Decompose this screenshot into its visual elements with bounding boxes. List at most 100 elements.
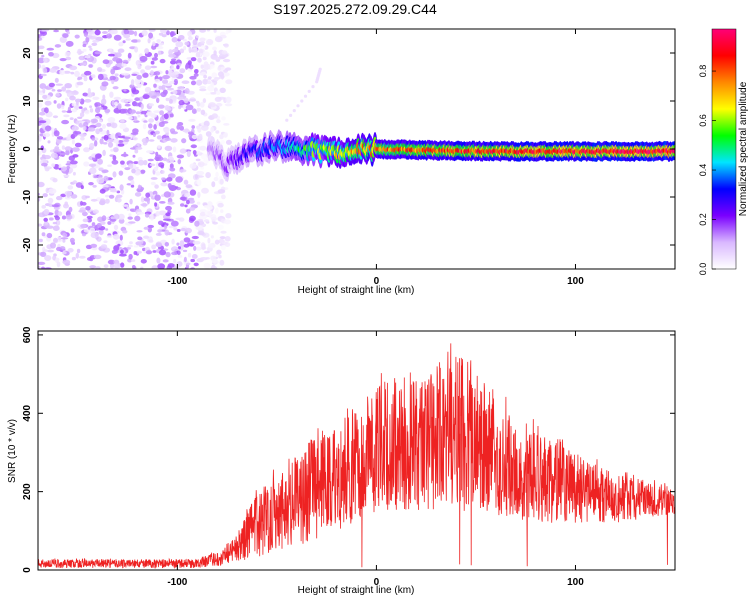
heatmap-noise-blob bbox=[73, 90, 77, 93]
heatmap-noise-blob bbox=[133, 115, 138, 122]
heatmap-noise-blob bbox=[176, 229, 181, 232]
heatmap-noise-blob bbox=[138, 244, 145, 248]
heatmap-noise-blob bbox=[102, 94, 106, 100]
heatmap-noise-blob bbox=[80, 185, 84, 190]
heatmap-noise-blob bbox=[221, 241, 228, 245]
heatmap-noise-blob bbox=[90, 243, 98, 248]
heatmap-noise-blob bbox=[135, 59, 141, 67]
heatmap-noise-blob bbox=[225, 79, 233, 85]
heatmap-noise-blob bbox=[166, 177, 173, 182]
heatmap-noise-blob bbox=[121, 63, 127, 67]
heatmap-noise-blob bbox=[61, 166, 68, 172]
heatmap-noise-blob bbox=[72, 154, 79, 158]
heatmap-noise-blob bbox=[165, 251, 171, 258]
heatmap-noise-blob bbox=[128, 221, 136, 224]
heatmap-noise-blob bbox=[189, 163, 197, 169]
heatmap-noise-blob bbox=[123, 151, 127, 158]
heatmap-noise-blob bbox=[169, 80, 175, 84]
heatmap-noise-blob bbox=[161, 84, 166, 91]
heatmap-noise-blob bbox=[177, 96, 185, 100]
heatmap-noise-blob bbox=[169, 167, 176, 172]
heatmap-noise-blob bbox=[165, 212, 171, 217]
y-tick-label: -20 bbox=[22, 237, 33, 252]
y-tick-label: 0 bbox=[22, 146, 33, 152]
heatmap-noise-blob bbox=[156, 257, 161, 264]
heatmap-noise-blob bbox=[112, 171, 117, 178]
heatmap-noise-blob bbox=[134, 215, 141, 222]
heatmap-noise-blob bbox=[198, 133, 203, 140]
heatmap-noise-blob bbox=[70, 162, 78, 169]
heatmap-noise-blob bbox=[171, 48, 179, 53]
heatmap-noise-blob bbox=[61, 104, 65, 110]
heatmap-noise-blob bbox=[72, 130, 78, 137]
heatmap-noise-blob bbox=[195, 246, 202, 251]
heatmap-noise-blob bbox=[69, 160, 78, 165]
heatmap-noise-blob bbox=[82, 48, 87, 52]
heatmap-noise-blob bbox=[225, 213, 232, 219]
heatmap-noise-blob bbox=[148, 123, 153, 129]
heatmap-noise-blob bbox=[92, 96, 100, 101]
heatmap-noise-blob bbox=[199, 145, 207, 151]
heatmap-noise-blob bbox=[165, 97, 170, 102]
heatmap-noise-blob bbox=[75, 252, 80, 259]
heatmap-noise-blob bbox=[199, 37, 206, 42]
heatmap-noise-blob bbox=[194, 174, 198, 180]
heatmap-noise-blob bbox=[224, 236, 231, 242]
heatmap-noise-blob bbox=[133, 245, 139, 248]
heatmap-noise-blob bbox=[205, 92, 211, 96]
heatmap-noise-blob bbox=[99, 188, 106, 194]
heatmap-noise-blob bbox=[199, 211, 206, 217]
heatmap-noise-blob bbox=[158, 210, 167, 216]
heatmap-streak-blob bbox=[289, 113, 293, 117]
heatmap-noise-blob bbox=[210, 242, 216, 247]
x-tick-label: 0 bbox=[374, 276, 380, 287]
heatmap-noise-blob bbox=[156, 39, 161, 43]
heatmap-noise-blob bbox=[131, 39, 139, 43]
heatmap-noise-blob bbox=[61, 86, 67, 92]
heatmap-noise-blob bbox=[136, 211, 144, 215]
heatmap-noise-blob bbox=[38, 37, 43, 42]
heatmap-noise-blob bbox=[89, 105, 93, 109]
heatmap-noise-blob bbox=[38, 120, 47, 124]
heatmap-noise-blob bbox=[82, 92, 88, 97]
heatmap-noise-blob bbox=[90, 118, 99, 124]
heatmap-noise-blob bbox=[186, 151, 191, 156]
heatmap-noise-blob bbox=[151, 244, 157, 250]
heatmap-noise-blob bbox=[133, 161, 139, 165]
heatmap-noise-blob bbox=[63, 174, 70, 178]
heatmap-noise-blob bbox=[206, 205, 213, 210]
heatmap-noise-blob bbox=[193, 245, 197, 251]
heatmap-noise-blob bbox=[117, 135, 126, 139]
heatmap-noise-blob bbox=[85, 36, 90, 43]
heatmap-noise-blob bbox=[119, 234, 123, 241]
heatmap-noise-blob bbox=[127, 175, 134, 181]
heatmap-noise-blob bbox=[159, 110, 165, 116]
heatmap-noise-blob bbox=[71, 139, 75, 145]
heatmap-noise-blob bbox=[122, 108, 129, 114]
heatmap-streak-blob bbox=[300, 99, 304, 103]
heatmap-noise-blob bbox=[107, 53, 115, 57]
heatmap-noise-blob bbox=[170, 31, 174, 38]
heatmap-noise-blob bbox=[113, 96, 122, 100]
heatmap-noise-blob bbox=[225, 67, 232, 71]
heatmap-noise-blob bbox=[140, 169, 146, 174]
heatmap-noise-blob bbox=[40, 30, 47, 36]
heatmap-noise-blob bbox=[157, 145, 161, 149]
heatmap-noise-blob bbox=[211, 181, 216, 188]
heatmap-noise-blob bbox=[196, 79, 203, 86]
heatmap-noise-blob bbox=[148, 239, 154, 243]
heatmap-noise-blob bbox=[93, 254, 102, 260]
heatmap-noise-blob bbox=[225, 29, 229, 35]
heatmap-streak-blob bbox=[318, 67, 322, 71]
heatmap-noise-blob bbox=[41, 232, 46, 237]
heatmap-noise-blob bbox=[96, 177, 105, 184]
heatmap-noise-blob bbox=[82, 218, 89, 223]
heatmap-noise-blob bbox=[92, 209, 99, 214]
heatmap-noise-blob bbox=[170, 246, 179, 252]
heatmap-noise-blob bbox=[195, 35, 199, 39]
heatmap-noise-blob bbox=[126, 98, 134, 103]
heatmap-noise-blob bbox=[192, 240, 201, 245]
heatmap-noise-blob bbox=[113, 213, 120, 220]
heatmap-noise-blob bbox=[99, 127, 103, 132]
